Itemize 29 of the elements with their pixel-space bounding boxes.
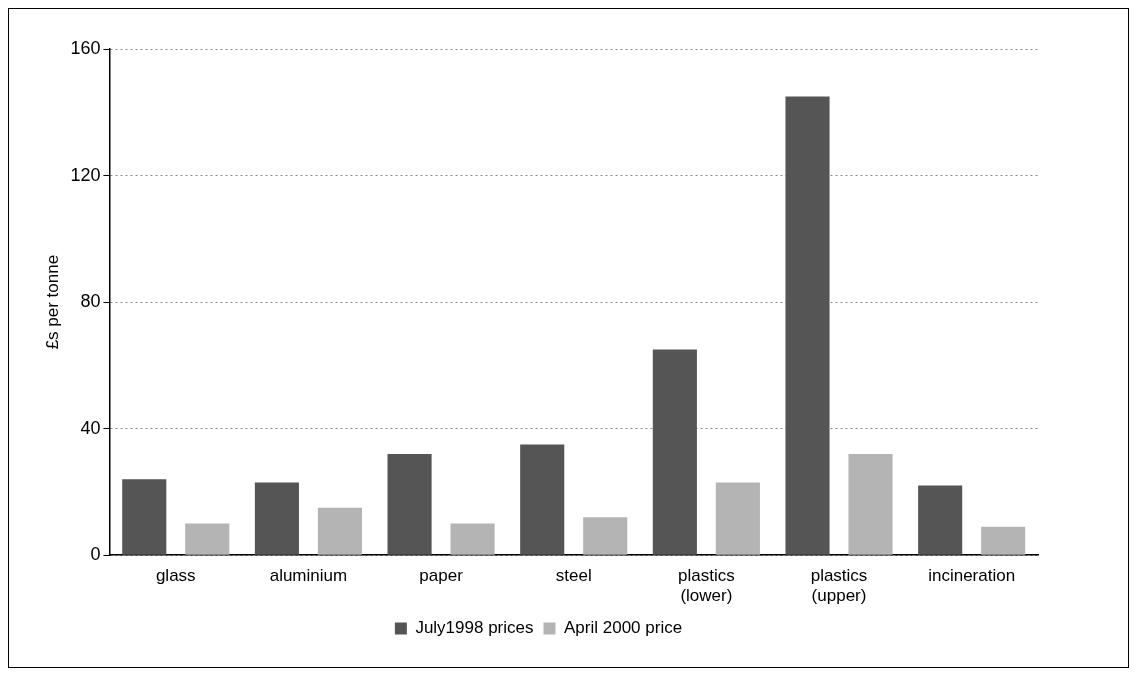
bar [848, 453, 893, 555]
bar [652, 349, 697, 555]
bar [122, 479, 167, 555]
y-tick-label: 120 [70, 164, 101, 185]
x-tick-label: incineration [928, 566, 1016, 586]
bar [715, 482, 760, 555]
x-tick-label: glass [155, 566, 196, 586]
bar [583, 517, 628, 555]
bar [387, 453, 432, 555]
y-tick-label: 40 [80, 417, 101, 438]
legend-label: July1998 prices [415, 618, 534, 638]
x-tick-label: plastics (lower) [678, 566, 735, 606]
x-tick-label: aluminium [269, 566, 348, 586]
bar [317, 507, 362, 555]
bar [785, 96, 830, 555]
y-tick-label: 160 [70, 37, 101, 58]
bar [254, 482, 299, 555]
bar [185, 523, 230, 555]
y-axis-title: £s per tonne [42, 254, 62, 350]
bar [450, 523, 495, 555]
bar [520, 444, 565, 555]
legend-label: April 2000 price [564, 618, 683, 638]
bar [981, 526, 1026, 555]
x-tick-label: steel [555, 566, 592, 586]
y-tick-label: 80 [80, 291, 101, 312]
bar [918, 485, 963, 555]
y-tick-label: 0 [90, 544, 101, 565]
x-tick-label: plastics (upper) [810, 566, 868, 606]
x-tick-label: paper [419, 566, 464, 586]
